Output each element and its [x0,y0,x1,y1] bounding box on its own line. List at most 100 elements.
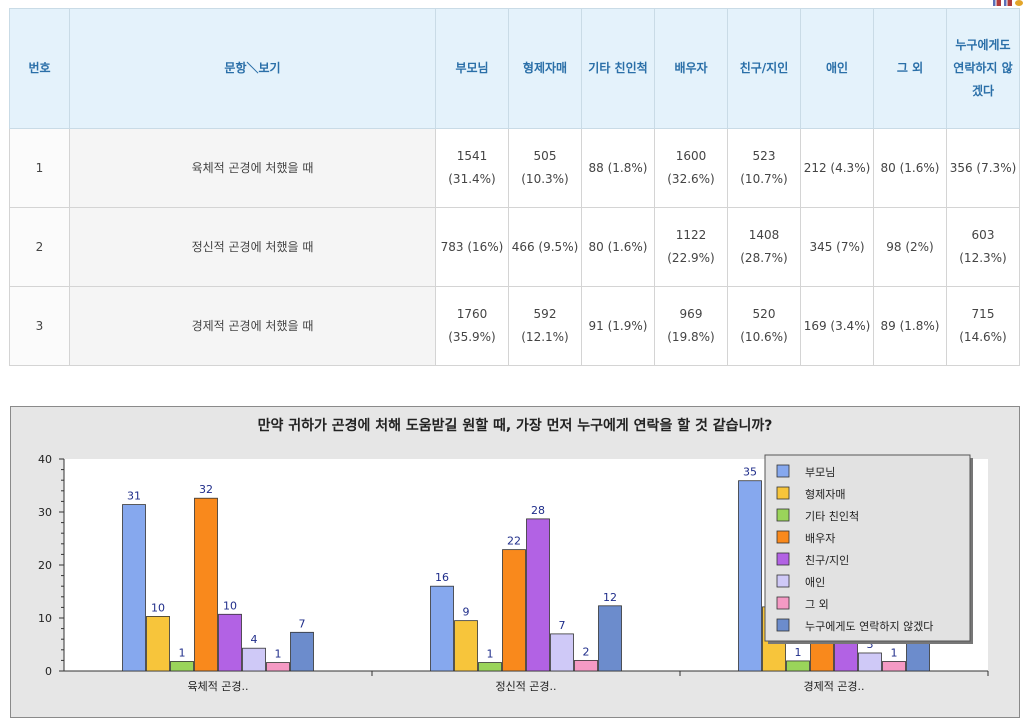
legend-swatch [776,552,790,566]
bar [526,518,550,672]
col-header-friends: 친구/지인 [727,8,801,129]
legend-swatch [776,596,790,610]
legend-label: 배우자 [805,532,835,545]
table-row: 3 경제적 곤경에 처했을 때 1760 (35.9%) 592 (12.1%)… [9,286,1020,366]
data-label: 10 [223,599,237,612]
col-header-number: 번호 [9,8,70,129]
legend-box [764,454,971,642]
table-cell: 466 (9.5%) [508,207,582,287]
data-label: 32 [199,483,213,496]
y-tick-label: 40 [38,453,52,466]
table-cell: 98 (2%) [873,207,947,287]
col-header-spouse: 배우자 [654,8,728,129]
bar [574,659,598,672]
table-cell: 89 (1.8%) [873,286,947,366]
bar [146,616,170,672]
table-cell: 169 (3.4%) [800,286,874,366]
legend-label: 애인 [805,576,825,589]
y-tick-label: 30 [38,506,52,519]
table-cell: 715 (14.6%) [946,286,1020,366]
col-header-parents: 부모님 [435,8,509,129]
table-cell: 345 (7%) [800,207,874,287]
bar-chart-icon-2[interactable] [1004,0,1012,6]
bar [194,497,218,672]
table-cell: 88 (1.8%) [581,128,655,208]
star-icon[interactable] [1015,0,1023,6]
table-cell: 1600 (32.6%) [654,128,728,208]
bar [738,480,762,672]
col-header-nobody: 누구에게도 연락하지 않겠다 [946,8,1020,129]
table-cell: 91 (1.9%) [581,286,655,366]
y-tick-label: 20 [38,559,52,572]
bar [430,585,454,672]
bar [218,613,242,672]
table-cell: 356 (7.3%) [946,128,1020,208]
bar-chart-icon[interactable] [993,0,1001,6]
legend-swatch [776,618,790,632]
table-row: 1 육체적 곤경에 처했을 때 1541 (31.4%) 505 (10.3%)… [9,128,1020,208]
table-cell: 1760 (35.9%) [435,286,509,366]
legend-label: 그 외 [805,598,829,611]
legend-label: 형제자매 [805,488,845,501]
bar [266,662,290,672]
bar [454,620,478,672]
legend-swatch [776,574,790,588]
bar [502,549,526,672]
table-cell: 1408 (28.7%) [727,207,801,287]
legend-label: 부모님 [805,466,835,479]
data-label: 1 [795,646,802,659]
legend-label: 친구/지인 [805,554,849,567]
chart-title: 만약 귀하가 곤경에 처해 도움받길 원할 때, 가장 먼저 누구에게 연락을 … [257,418,773,434]
bar [290,631,314,672]
bar [550,633,574,672]
data-label: 1 [275,648,282,661]
col-header-question: 문항＼보기 [69,8,436,129]
data-label: 1 [179,646,186,659]
bar [122,504,146,672]
legend-swatch [776,508,790,522]
toolbar-icons [993,0,1023,8]
legend-swatch [776,464,790,478]
bar [170,661,194,672]
y-tick-label: 0 [45,665,52,678]
x-category-label: 육체적 곤경.. [187,680,248,693]
data-label: 35 [743,466,757,479]
col-header-other: 그 외 [873,8,947,129]
legend-swatch [776,486,790,500]
table-cell: 969 (19.8%) [654,286,728,366]
table-cell: 80 (1.6%) [581,207,655,287]
row-question: 육체적 곤경에 처했을 때 [69,128,436,208]
col-header-relatives: 기타 친인척 [581,8,655,129]
legend-label: 누구에게도 연락하지 않겠다 [805,619,933,633]
data-label: 22 [507,535,521,548]
bar [786,660,810,672]
data-label: 1 [891,646,898,659]
table-cell: 1541 (31.4%) [435,128,509,208]
row-number: 2 [9,207,70,287]
x-category-label: 정신적 곤경.. [495,680,556,693]
data-label: 7 [299,617,306,630]
survey-table: 번호 문항＼보기 부모님 형제자매 기타 친인척 배우자 친구/지인 애인 그 … [9,8,1020,366]
col-header-siblings: 형제자매 [508,8,582,129]
row-number: 3 [9,286,70,366]
table-cell: 783 (16%) [435,207,509,287]
data-label: 28 [531,504,545,517]
table-cell: 80 (1.6%) [873,128,947,208]
bar [882,661,906,672]
col-header-partner: 애인 [800,8,874,129]
table-row: 2 정신적 곤경에 처했을 때 783 (16%) 466 (9.5%) 80 … [9,207,1020,287]
bar [478,662,502,672]
data-label: 31 [127,490,141,503]
table-header-row: 번호 문항＼보기 부모님 형제자매 기타 친인척 배우자 친구/지인 애인 그 … [9,8,1020,129]
bar [858,652,882,672]
bar [598,605,622,672]
data-label: 4 [251,633,258,646]
table-cell: 212 (4.3%) [800,128,874,208]
table-cell: 1122 (22.9%) [654,207,728,287]
data-label: 7 [559,619,566,632]
table-cell: 523 (10.7%) [727,128,801,208]
table-cell: 603 (12.3%) [946,207,1020,287]
data-label: 16 [435,571,449,584]
x-category-label: 경제적 곤경.. [803,680,864,693]
